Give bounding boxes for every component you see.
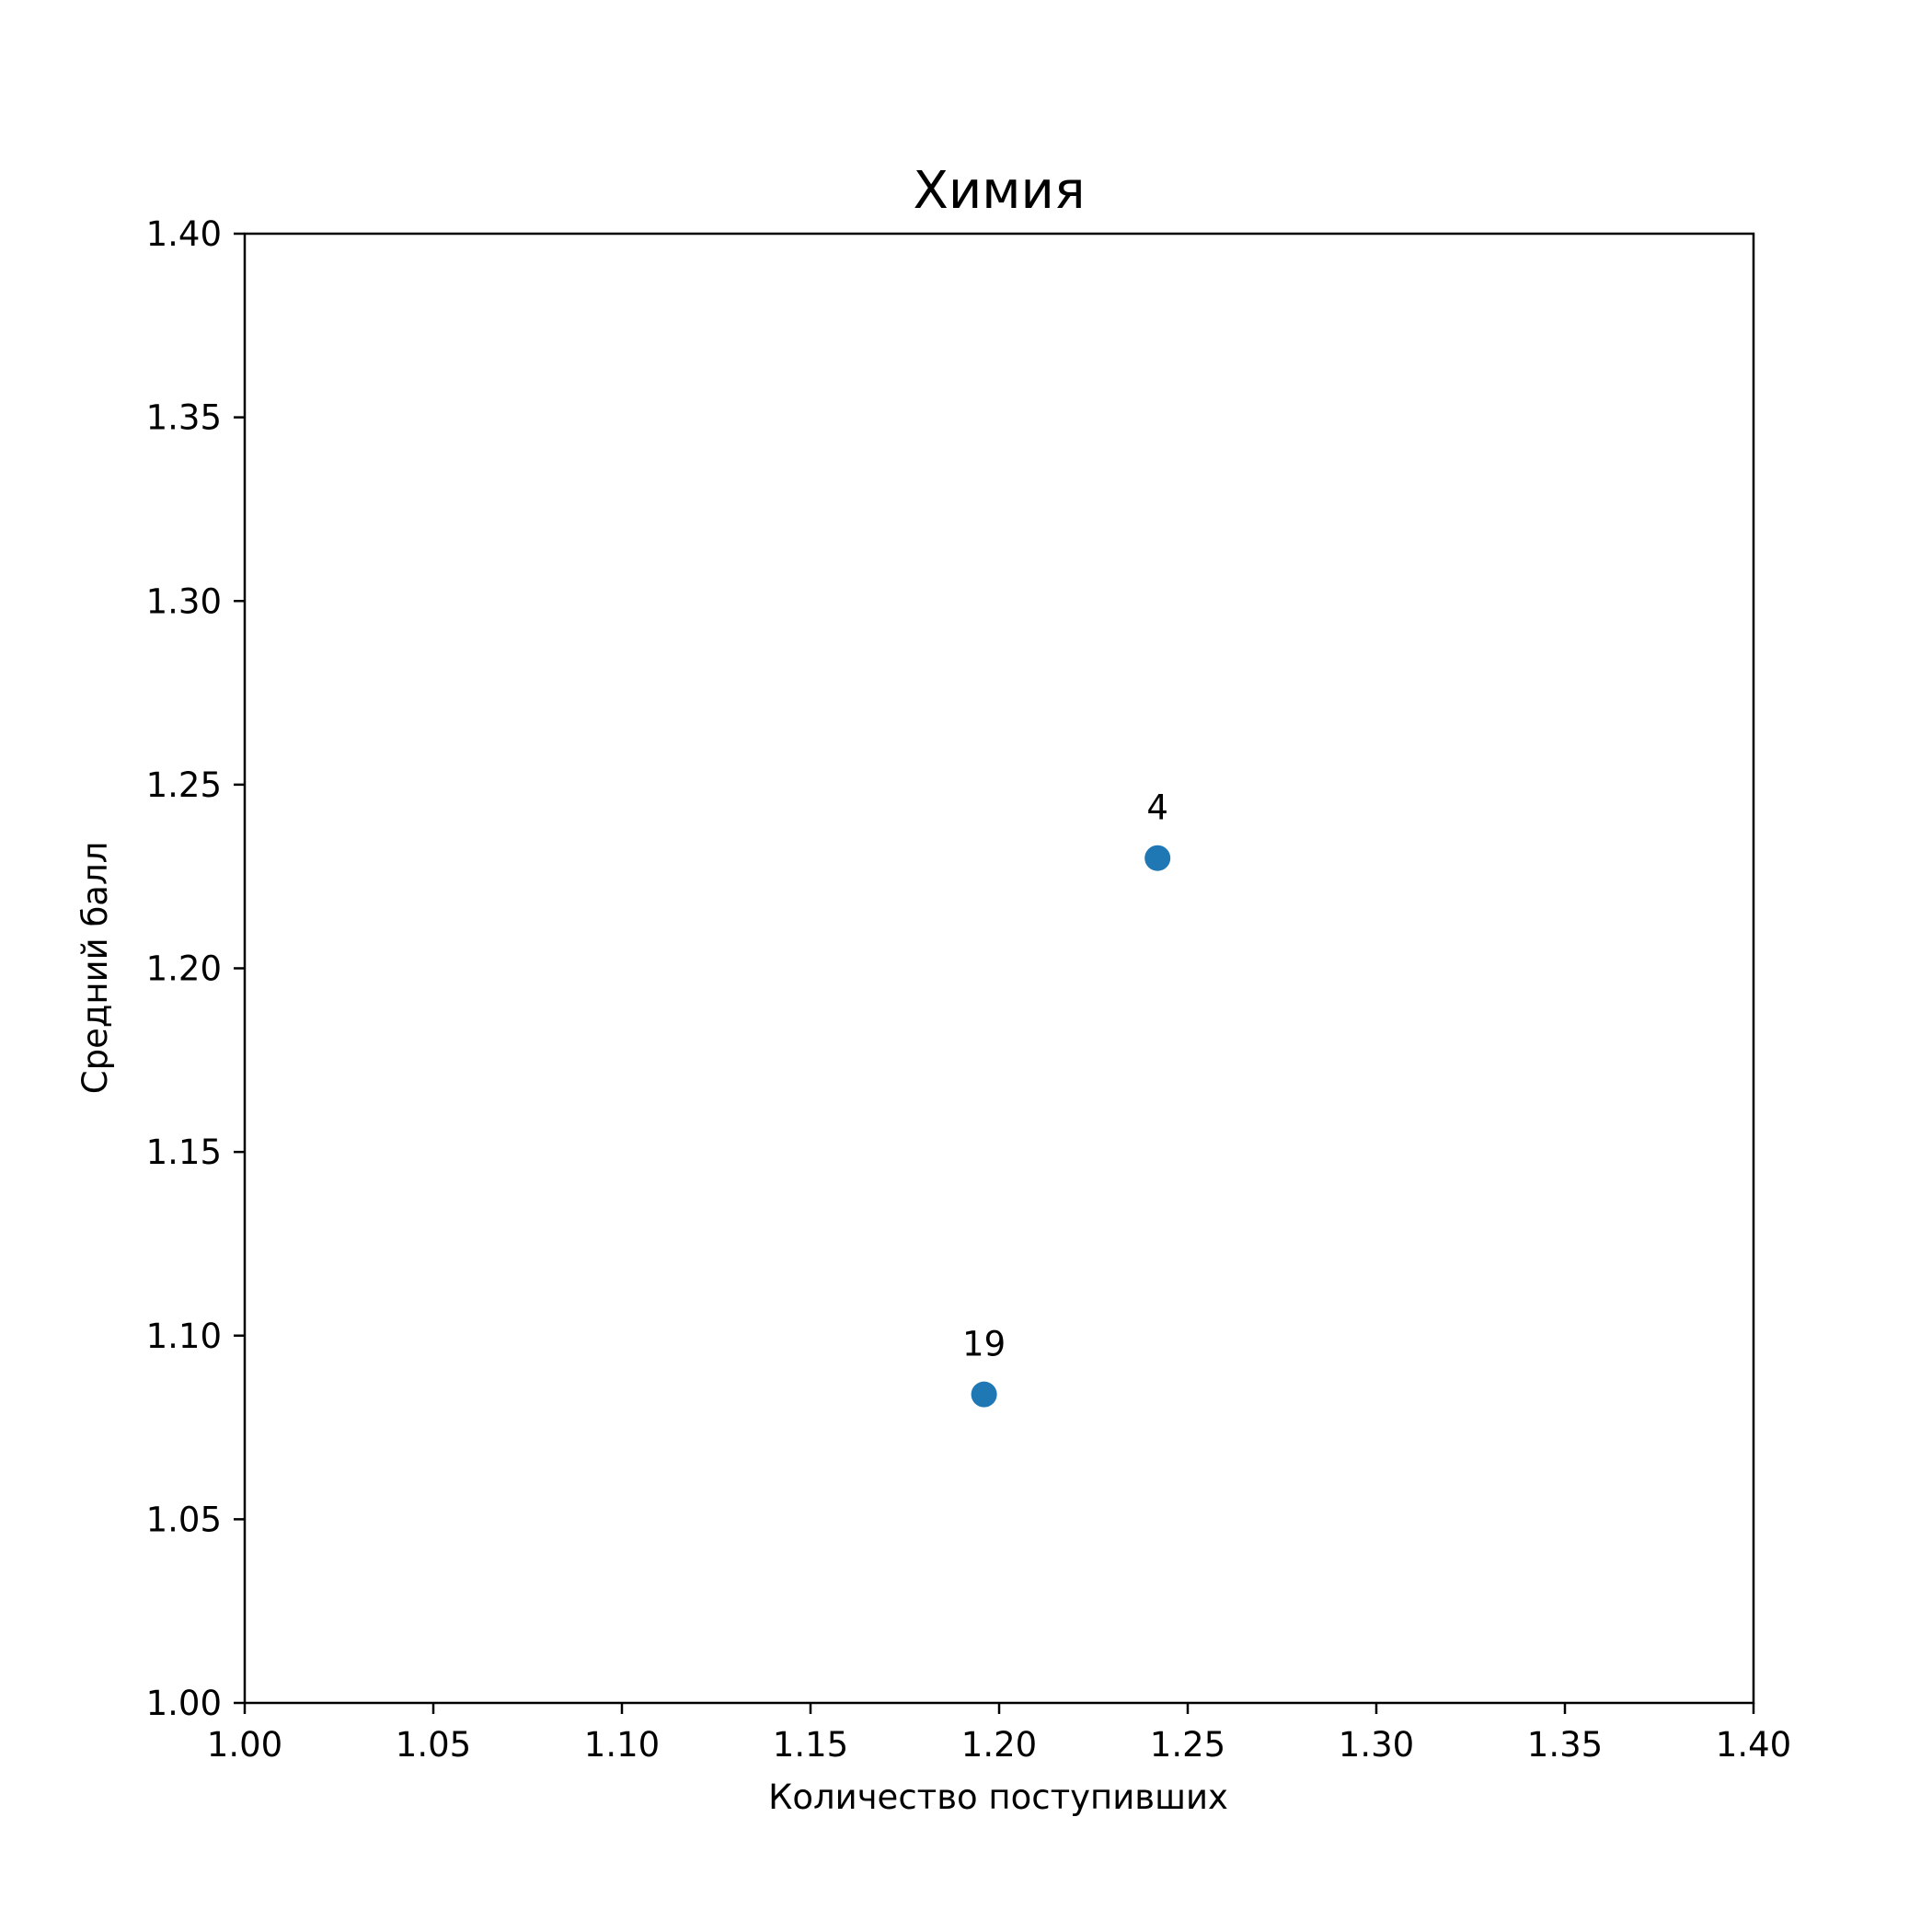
scatter-point	[1144, 845, 1171, 871]
x-tick-label: 1.40	[1716, 1725, 1791, 1765]
y-tick-label: 1.05	[146, 1500, 222, 1539]
x-tick-label: 1.05	[396, 1725, 471, 1765]
x-tick-label: 1.00	[207, 1725, 282, 1765]
y-tick-label: 1.25	[146, 765, 222, 805]
chart-title: Химия	[913, 161, 1085, 221]
x-tick-label: 1.35	[1527, 1725, 1603, 1765]
y-tick-label: 1.30	[146, 581, 222, 621]
tick-layer: 1.00 1.05 1.10 1.15 1.20 1.25 1.30 1.35 1.40 1.00…	[146, 214, 1792, 1765]
scatter-point	[971, 1381, 997, 1408]
x-axis-label: Количество поступивших	[768, 1777, 1228, 1817]
point-label: 19	[962, 1325, 1006, 1364]
x-tick-label: 1.25	[1150, 1725, 1225, 1765]
points-layer: 4 19	[962, 788, 1171, 1408]
point-label: 4	[1146, 788, 1168, 828]
x-tick-label: 1.10	[584, 1725, 660, 1765]
y-tick-label: 1.15	[146, 1133, 222, 1172]
y-tick-label: 1.00	[146, 1684, 222, 1723]
y-tick-label: 1.35	[146, 398, 222, 438]
y-axis-label: Средний балл	[75, 842, 115, 1095]
y-tick-label: 1.40	[146, 214, 222, 254]
x-tick-label: 1.15	[773, 1725, 848, 1765]
plot-frame	[243, 232, 1755, 1705]
x-tick-label: 1.30	[1339, 1725, 1414, 1765]
y-tick-label: 1.10	[146, 1317, 222, 1356]
x-tick-label: 1.20	[961, 1725, 1037, 1765]
y-tick-label: 1.20	[146, 949, 222, 989]
